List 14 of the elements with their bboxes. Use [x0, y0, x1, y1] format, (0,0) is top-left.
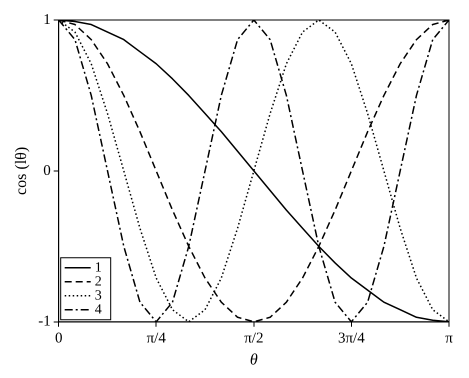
- y-tick-label: -1: [38, 314, 51, 330]
- y-tick-label: 1: [43, 12, 51, 28]
- legend-label: 3: [94, 288, 102, 304]
- legend-label: 1: [94, 260, 102, 276]
- x-tick-label: π/2: [244, 330, 264, 347]
- x-tick-label: 3π/4: [338, 330, 366, 347]
- legend-label: 2: [94, 274, 102, 290]
- legend-label: 4: [94, 302, 102, 318]
- x-tick-label: π: [445, 330, 454, 347]
- y-tick-label: 0: [43, 162, 51, 179]
- x-tick-label: 0: [54, 330, 62, 347]
- x-axis-title: θ: [250, 352, 258, 369]
- y-axis-title: cos (lθ): [12, 146, 30, 195]
- x-tick-label: π/4: [146, 330, 166, 347]
